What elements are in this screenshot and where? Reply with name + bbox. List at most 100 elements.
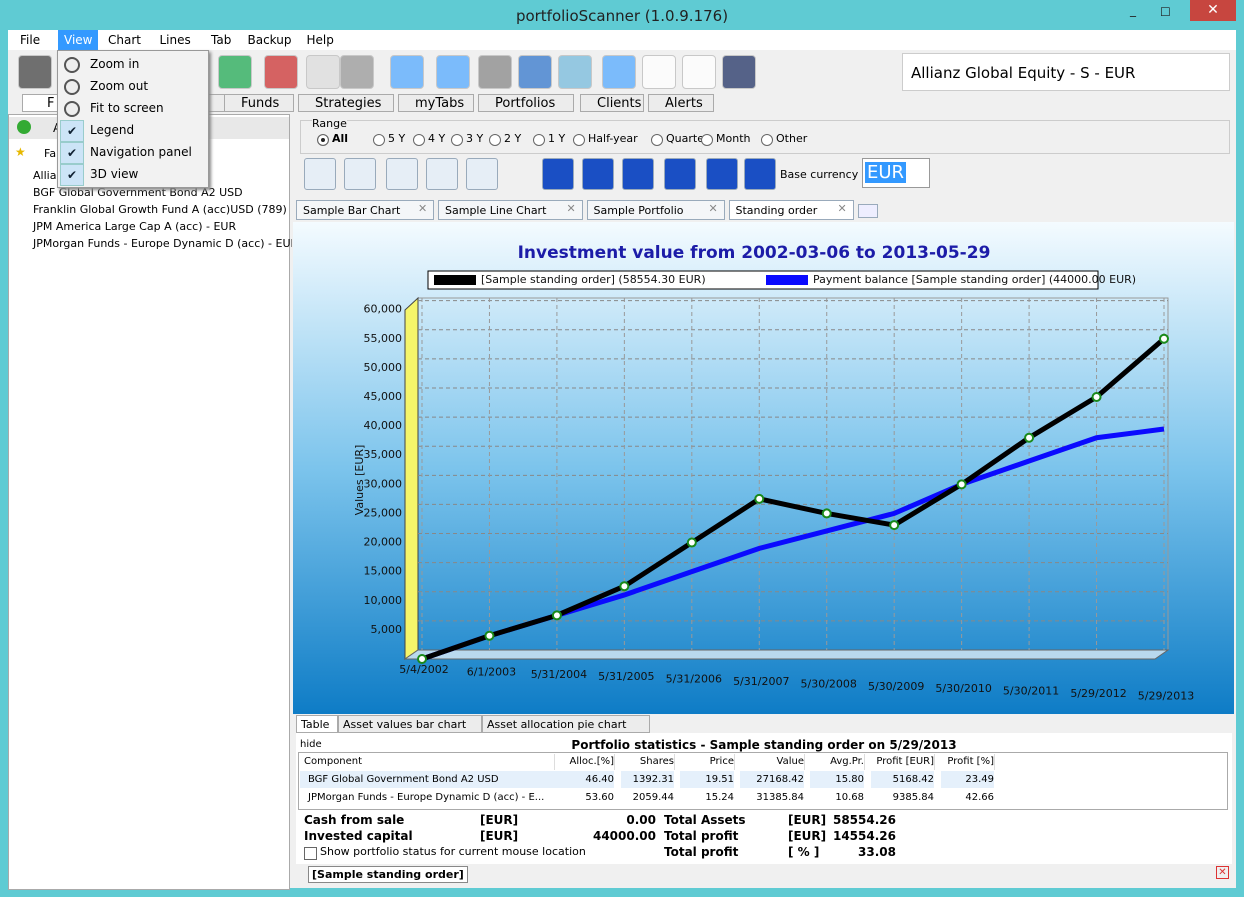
menu-item[interactable]: Lines	[159, 33, 191, 47]
menu-item[interactable]: File	[20, 33, 41, 47]
main-tab[interactable]: Alerts	[648, 94, 714, 112]
radio-label[interactable]: 5 Y	[388, 132, 406, 145]
main-tab[interactable]: Portfolios	[478, 94, 574, 112]
toolbar-button[interactable]	[306, 55, 340, 89]
toolbar-button[interactable]	[478, 55, 512, 89]
menu-item[interactable]: Tab	[211, 33, 232, 47]
chart-tab[interactable]: Sample Portfolio	[586, 200, 725, 220]
column-header[interactable]: Component	[300, 754, 555, 770]
menu-option[interactable]: Legend	[90, 123, 135, 137]
menu-option[interactable]: Navigation panel	[90, 145, 192, 159]
toolbar-button[interactable]	[642, 55, 676, 89]
column-header[interactable]: Profit [EUR]	[871, 754, 935, 770]
hide-link[interactable]: hide	[300, 739, 322, 750]
maximize-button[interactable]: ☐	[1160, 5, 1171, 19]
column-header[interactable]: Shares	[621, 754, 675, 770]
table-cell: 2059.44	[621, 789, 674, 806]
menu-item[interactable]: Backup	[247, 33, 292, 47]
tab-close[interactable]: ✕	[418, 202, 428, 215]
radio-button[interactable]	[761, 134, 773, 146]
fund-item[interactable]: Franklin Global Growth Fund A (acc)USD (…	[33, 203, 287, 216]
toolbar-button[interactable]	[682, 55, 716, 89]
chart-tab[interactable]: Sample Bar Chart	[296, 200, 434, 220]
radio-label[interactable]: Other	[776, 132, 808, 145]
minimize-button[interactable]: _	[1130, 3, 1136, 17]
chart-tool-button[interactable]	[466, 158, 498, 190]
chart-tool-button[interactable]	[622, 158, 654, 190]
radio-button[interactable]	[651, 134, 663, 146]
radio-button[interactable]	[373, 134, 385, 146]
main-tab[interactable]: Funds	[224, 94, 294, 112]
radio-label[interactable]: 3 Y	[466, 132, 484, 145]
bottom-tab[interactable]: Table	[296, 715, 338, 733]
chart-tab[interactable]: Sample Line Chart	[438, 200, 583, 220]
fund-item[interactable]: JPMorgan Funds - Europe Dynamic D (acc) …	[33, 237, 299, 250]
close-button[interactable]: ✕	[1190, 0, 1236, 21]
radio-label[interactable]: All	[332, 132, 349, 145]
toolbar-button[interactable]	[340, 55, 374, 89]
chart-tool-button[interactable]	[582, 158, 614, 190]
fund-item[interactable]: JPM America Large Cap A (acc) - EUR	[33, 220, 237, 233]
column-header[interactable]: Value	[740, 754, 805, 770]
column-header[interactable]: Avg.Pr.	[810, 754, 865, 770]
chart-tool-button[interactable]	[706, 158, 738, 190]
radio-label[interactable]: Month	[716, 132, 751, 145]
column-header[interactable]: Profit [%]	[941, 754, 995, 770]
menu-item[interactable]: View	[58, 30, 99, 50]
fund-item[interactable]: BGF Global Government Bond A2 USD	[33, 186, 243, 199]
radio-button[interactable]	[573, 134, 585, 146]
toolbar-button[interactable]	[218, 55, 252, 89]
bottom-tab[interactable]: Asset allocation pie chart	[482, 715, 650, 733]
fund-item[interactable]: Allian	[33, 169, 64, 182]
chart-tool-button[interactable]	[664, 158, 696, 190]
menu-option[interactable]: Fit to screen	[90, 101, 164, 115]
column-header[interactable]: Price	[680, 754, 735, 770]
radio-button[interactable]	[489, 134, 501, 146]
currency-value[interactable]: EUR	[865, 162, 907, 183]
toolbar-button[interactable]	[264, 55, 298, 89]
main-tab[interactable]: myTabs	[398, 94, 474, 112]
bottom-tab[interactable]: Asset values bar chart	[338, 715, 482, 733]
main-tab[interactable]: Clients	[580, 94, 644, 112]
toolbar-button[interactable]	[602, 55, 636, 89]
radio-button[interactable]	[533, 134, 545, 146]
tab-close[interactable]: ✕	[837, 202, 847, 215]
column-header[interactable]: Alloc.[%]	[556, 754, 615, 770]
new-tab-button[interactable]	[857, 204, 878, 218]
toolbar-button[interactable]	[558, 55, 592, 89]
menu-item[interactable]: Help	[306, 33, 334, 47]
checkbox[interactable]	[304, 847, 317, 860]
chart-tab[interactable]: Standing order	[728, 200, 854, 220]
menu-option[interactable]: Zoom in	[90, 57, 140, 71]
radio-button[interactable]	[701, 134, 713, 146]
toolbar-button[interactable]	[722, 55, 756, 89]
toolbar-button[interactable]	[390, 55, 424, 89]
radio-label[interactable]: 1 Y	[548, 132, 566, 145]
chart-tool-button[interactable]	[542, 158, 574, 190]
radio-label[interactable]: 4 Y	[428, 132, 446, 145]
checkbox-label[interactable]: Show portfolio status for current mouse …	[320, 845, 586, 858]
main-tab[interactable]: Strategies	[298, 94, 394, 112]
chart-tool-button[interactable]	[744, 158, 776, 190]
status-close[interactable]: ✕	[1216, 866, 1229, 879]
chart-tool-button[interactable]	[426, 158, 458, 190]
radio-button[interactable]	[317, 134, 329, 146]
menu-item[interactable]: Chart	[108, 33, 141, 47]
radio-label[interactable]: Half-year	[588, 132, 638, 145]
toolbar-button[interactable]	[518, 55, 552, 89]
radio-label[interactable]: 2 Y	[504, 132, 522, 145]
radio-button[interactable]	[413, 134, 425, 146]
menu-option[interactable]: Zoom out	[90, 79, 149, 93]
tree-root[interactable]: Fa	[44, 147, 57, 160]
radio-label[interactable]: Quarter	[666, 132, 709, 145]
currency-select[interactable]: EUR	[862, 158, 930, 188]
chart-tool-button[interactable]	[344, 158, 376, 190]
toolbar-button[interactable]	[436, 55, 470, 89]
radio-button[interactable]	[451, 134, 463, 146]
tab-close[interactable]: ✕	[708, 202, 718, 215]
menu-option[interactable]: 3D view	[90, 167, 139, 181]
tab-close[interactable]: ✕	[566, 202, 576, 215]
chart-tool-button[interactable]	[304, 158, 336, 190]
toolbar-button[interactable]	[18, 55, 52, 89]
chart-tool-button[interactable]	[386, 158, 418, 190]
